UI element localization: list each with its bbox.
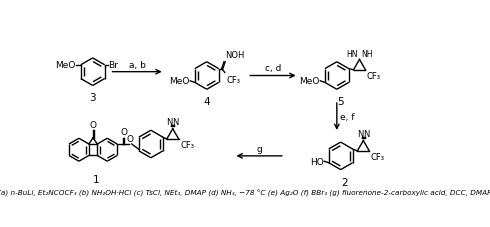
- Text: g: g: [256, 144, 262, 153]
- Text: N: N: [172, 118, 179, 127]
- Text: Br: Br: [108, 60, 119, 69]
- Text: NOH: NOH: [225, 50, 245, 59]
- Text: N: N: [363, 130, 369, 139]
- Text: a, b: a, b: [129, 60, 146, 69]
- Text: 4: 4: [203, 97, 210, 107]
- Text: 3: 3: [89, 93, 96, 103]
- Text: O: O: [90, 120, 97, 129]
- Text: O: O: [120, 128, 127, 137]
- Text: 1: 1: [93, 175, 99, 184]
- Text: CF₃: CF₃: [371, 152, 385, 161]
- Text: HN: HN: [346, 50, 358, 59]
- Text: (a) n-BuLi, Et₂NCOCF₃ (b) NH₂OH·HCl (c) TsCl, NEt₃, DMAP (d) NH₃, −78 °C (e) Ag₂: (a) n-BuLi, Et₂NCOCF₃ (b) NH₂OH·HCl (c) …: [0, 189, 490, 196]
- Text: 2: 2: [341, 177, 348, 187]
- Text: N: N: [167, 118, 173, 127]
- Text: e, f: e, f: [340, 112, 354, 121]
- Text: HO: HO: [310, 157, 323, 166]
- Text: CF₃: CF₃: [226, 75, 240, 84]
- Text: c, d: c, d: [265, 64, 281, 73]
- Text: N: N: [357, 130, 364, 139]
- Text: NH: NH: [361, 50, 372, 59]
- Text: MeO: MeO: [169, 77, 190, 86]
- Text: MeO: MeO: [55, 61, 75, 70]
- Text: CF₃: CF₃: [180, 140, 194, 149]
- Text: 5: 5: [337, 97, 344, 107]
- Text: MeO: MeO: [299, 77, 319, 86]
- Text: O: O: [127, 135, 134, 144]
- Text: CF₃: CF₃: [367, 71, 381, 80]
